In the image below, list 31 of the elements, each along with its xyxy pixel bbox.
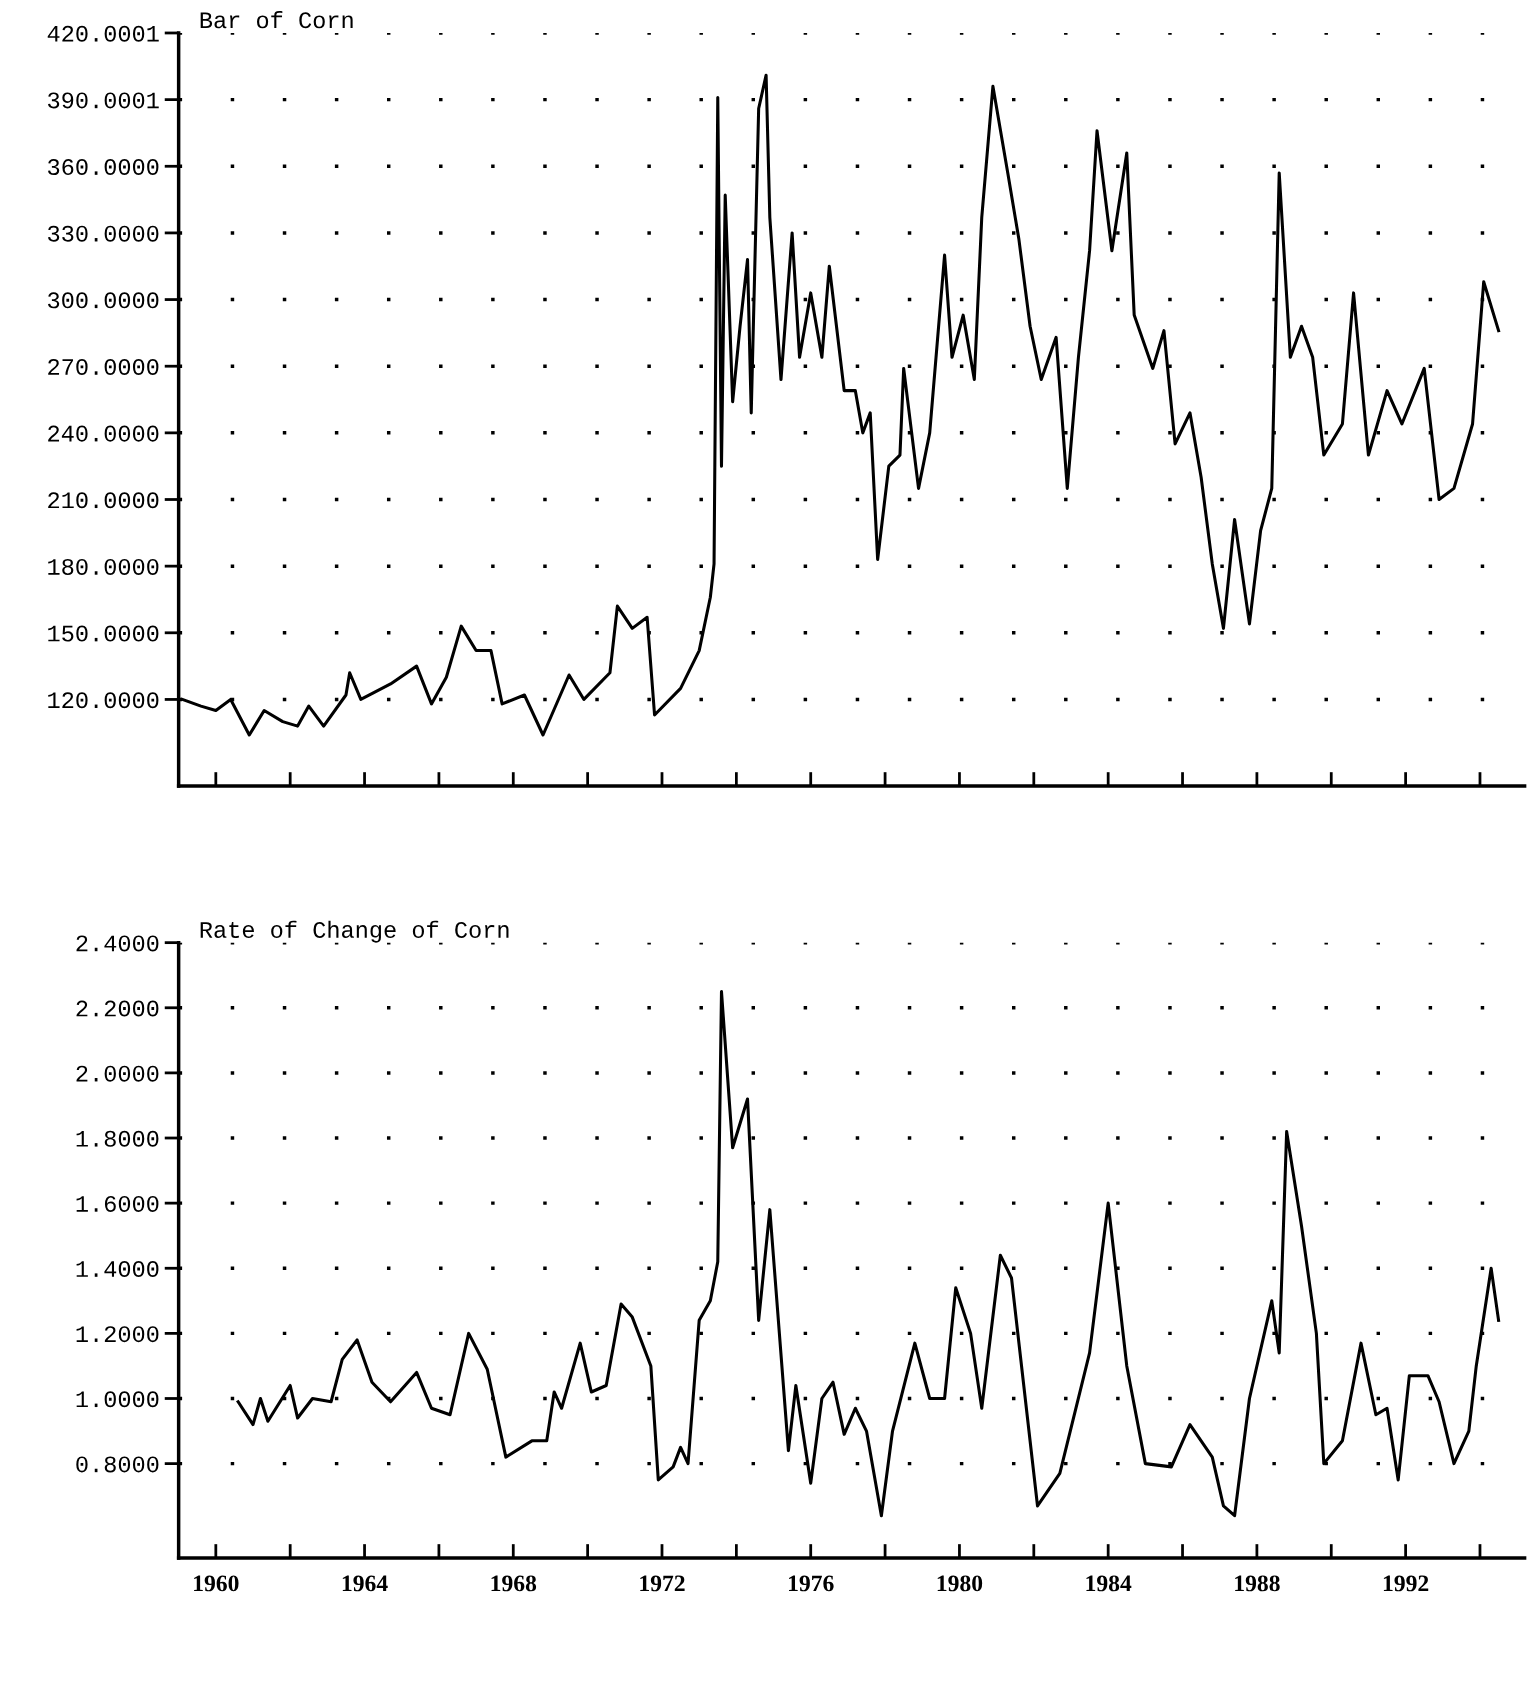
y-tick-label: 120.0000 <box>48 692 159 709</box>
y-tick-label: 330.0000 <box>48 225 159 242</box>
y-tick-label: 1.0000 <box>76 1391 159 1408</box>
chart-title: Bar of Corn <box>200 10 353 29</box>
y-tick-label: 240.0000 <box>48 425 159 442</box>
y-tick-label: 1.4000 <box>76 1261 159 1278</box>
y-tick-label: 420.0001 <box>47 25 159 42</box>
x-tick-label: 1968 <box>491 1575 537 1592</box>
x-tick-label: 1980 <box>937 1575 983 1592</box>
y-tick-label: 1.6000 <box>76 1195 159 1212</box>
chart-title: Rate of Change of Corn <box>200 920 509 943</box>
x-tick-label: 1992 <box>1383 1575 1429 1592</box>
y-tick-label: 270.0000 <box>48 358 159 375</box>
y-tick-label: 1.2000 <box>76 1326 159 1343</box>
y-tick-label: 2.4000 <box>76 935 159 952</box>
x-tick-label: 1960 <box>194 1575 239 1592</box>
x-tick-label: 1984 <box>1086 1575 1132 1592</box>
y-tick-label: 0.8000 <box>76 1456 159 1473</box>
y-tick-label: 180.0000 <box>48 558 159 575</box>
y-tick-label: 390.0001 <box>48 92 159 109</box>
y-tick-label: 2.0000 <box>76 1065 159 1082</box>
y-tick-label: 150.0000 <box>48 625 159 642</box>
x-tick-label: 1964 <box>342 1575 388 1592</box>
x-tick-label: 1972 <box>640 1575 685 1592</box>
y-tick-label: 360.0000 <box>48 159 159 176</box>
x-tick-label: 1976 <box>789 1575 834 1592</box>
y-tick-label: 2.2000 <box>76 1000 159 1017</box>
y-tick-label: 300.0000 <box>48 292 159 309</box>
y-tick-label: 210.0000 <box>48 492 159 509</box>
y-tick-label: 1.8000 <box>76 1130 159 1147</box>
x-tick-label: 1988 <box>1235 1575 1280 1592</box>
